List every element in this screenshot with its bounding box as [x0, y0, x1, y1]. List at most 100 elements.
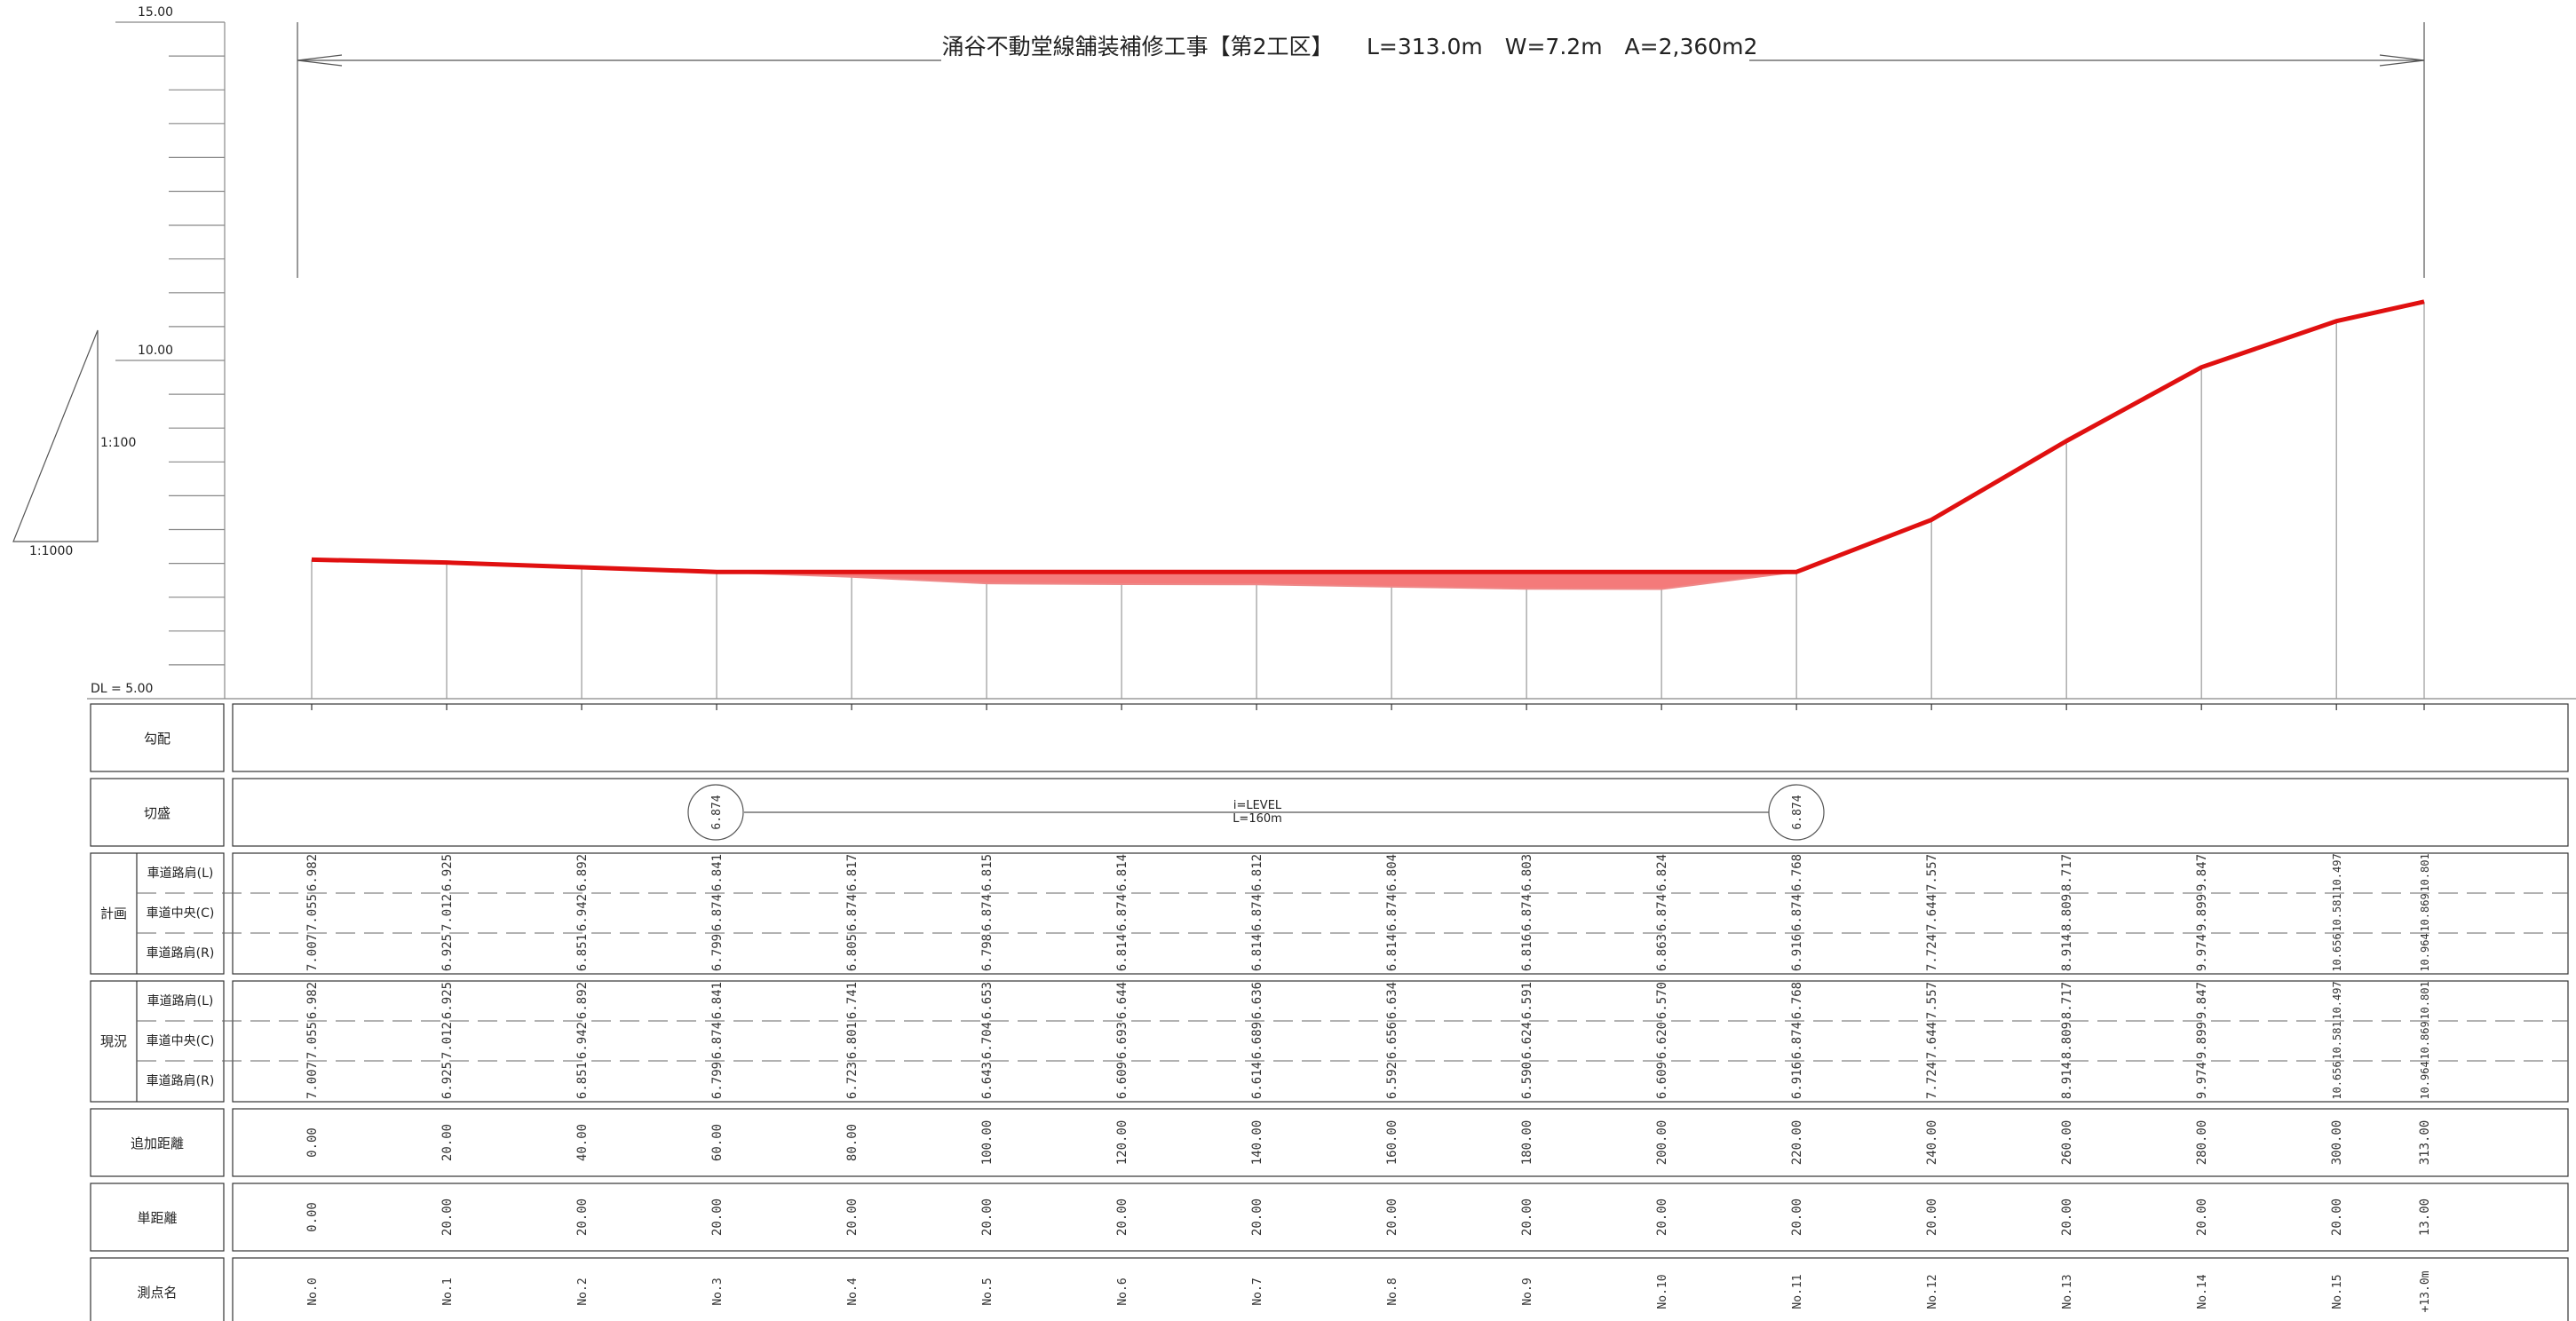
cum-dist-value: 280.00: [2195, 1120, 2209, 1166]
hdr-cutfill-box: [90, 778, 225, 847]
plan-c-value: 6.874: [845, 894, 860, 931]
cum-dist-value: 260.00: [2060, 1120, 2074, 1166]
plan-r-value: 7.007: [305, 934, 320, 971]
plan-l-value: 6.841: [710, 854, 725, 891]
plan-c-value: 6.874: [1655, 894, 1669, 931]
grade-label-length: L=160m: [1233, 812, 1282, 826]
existing-c-value: 7.012: [440, 1022, 455, 1059]
plan-r-value: 6.851: [575, 934, 590, 971]
table-values: 6.982 7.055 7.007 6.982 7.055 7.007 0.00 0.00 No…: [305, 704, 2432, 1312]
existing-ground-line: [311, 300, 2425, 590]
existing-c-value: 10.581: [2331, 1021, 2343, 1059]
station-drop-lines: [311, 301, 2425, 699]
plan-r-value: 6.805: [845, 934, 860, 971]
grade-label-slope: i=LEVEL: [1233, 799, 1282, 812]
plan-c-value: 6.874: [1385, 894, 1399, 931]
existing-c-value: 6.689: [1250, 1022, 1264, 1059]
station-name: No.1: [441, 1277, 455, 1305]
title-arrow-left: [297, 54, 343, 67]
existing-l-value: 6.982: [305, 982, 320, 1019]
single-dist-value: 20.00: [845, 1198, 860, 1236]
station-name: No.10: [1656, 1274, 1669, 1309]
existing-c-value: 7.644: [1925, 1022, 1939, 1059]
body-cutfill-box: [232, 778, 2569, 847]
existing-r-value: 10.964: [2419, 1061, 2431, 1099]
existing-l-value: 6.570: [1655, 982, 1669, 1019]
existing-c-value: 8.809: [2060, 1022, 2074, 1059]
single-dist-value: 20.00: [1790, 1198, 1804, 1236]
station-name: No.5: [981, 1277, 995, 1305]
existing-r-value: 6.643: [980, 1062, 995, 1099]
plan-r-value: 10.656: [2331, 933, 2343, 971]
hdr-plan: 計画: [100, 906, 127, 922]
title-arrow-right: [2379, 54, 2425, 67]
station-name: No.3: [711, 1277, 725, 1305]
plan-c-value: 7.055: [305, 894, 320, 931]
plan-r-value: 6.814: [1385, 934, 1399, 971]
grade-end-circle: [1768, 784, 1825, 841]
plan-c-value: 6.874: [1790, 894, 1804, 931]
plan-c-value: 10.869: [2419, 893, 2431, 931]
hdr-gradient-box: [90, 703, 225, 772]
cum-dist-value: 240.00: [1925, 1120, 1939, 1166]
hdr-station-box: [90, 1257, 225, 1321]
existing-r-value: 9.974: [2195, 1062, 2209, 1099]
plan-l-value: 6.982: [305, 854, 320, 891]
single-dist-value: 20.00: [2330, 1198, 2344, 1236]
cum-dist-value: 160.00: [1385, 1120, 1399, 1166]
plan-c-value: 6.874: [1250, 894, 1264, 931]
plan-l-value: 10.801: [2419, 853, 2431, 891]
existing-c-value: 6.656: [1385, 1022, 1399, 1059]
existing-c-value: 6.704: [980, 1022, 995, 1059]
station-name: No.12: [1926, 1274, 1939, 1309]
existing-c-value: 7.055: [305, 1022, 320, 1059]
station-name: No.7: [1251, 1277, 1264, 1305]
existing-r-value: 6.925: [440, 1062, 455, 1099]
existing-r-value: 6.592: [1385, 1062, 1399, 1099]
plan-r-value: 6.814: [1250, 934, 1264, 971]
ratio-triangle: [12, 329, 99, 542]
plan-l-value: 6.892: [575, 854, 590, 891]
hdr-singledist: 単距離: [137, 1210, 177, 1226]
plan-c-value: 7.012: [440, 894, 455, 931]
body-singledist-box: [232, 1183, 2569, 1252]
existing-c-value: 6.693: [1115, 1022, 1129, 1059]
hdr-singledist-box: [90, 1183, 225, 1252]
hdr-cumdist: 追加距離: [131, 1135, 184, 1151]
station-name: No.13: [2061, 1274, 2074, 1309]
existing-l-value: 6.925: [440, 982, 455, 1019]
grade-start-circle: [687, 784, 744, 841]
body-cumdist-box: [232, 1108, 2569, 1177]
station-name: No.8: [1386, 1277, 1399, 1305]
title-bg: [941, 34, 1749, 66]
single-dist-value: 20.00: [1925, 1198, 1939, 1236]
grade-end-value: 6.874: [1791, 795, 1804, 829]
plan-l-value: 6.925: [440, 854, 455, 891]
station-name: No.14: [2196, 1274, 2209, 1309]
cum-dist-value: 220.00: [1790, 1120, 1804, 1166]
plan-l-value: 6.817: [845, 854, 860, 891]
cum-dist-value: 120.00: [1115, 1120, 1129, 1166]
existing-c-value: 6.942: [575, 1022, 590, 1059]
plan-c-value: 6.874: [1520, 894, 1534, 931]
plan-r-value: 9.974: [2195, 934, 2209, 971]
single-dist-value: 20.00: [440, 1198, 455, 1236]
plan-r-value: 6.925: [440, 934, 455, 971]
existing-l-value: 6.653: [980, 982, 995, 1019]
cum-dist-value: 80.00: [845, 1124, 860, 1161]
existing-r-value: 6.851: [575, 1062, 590, 1099]
scale-label-datum: DL = 5.00: [91, 682, 153, 696]
existing-l-value: 6.636: [1250, 982, 1264, 1019]
plan-r-value: 10.964: [2419, 933, 2431, 971]
existing-l-value: 6.841: [710, 982, 725, 1019]
plan-c-value: 6.874: [1115, 894, 1129, 931]
plan-r-value: 6.863: [1655, 934, 1669, 971]
plan-c-value: 6.874: [710, 894, 725, 931]
hdr-plan-c: 車道中央(C): [147, 906, 215, 921]
plan-c-value: 10.581: [2331, 893, 2343, 931]
existing-c-value: 6.874: [710, 1022, 725, 1059]
existing-r-value: 6.723: [845, 1062, 860, 1099]
station-name: No.9: [1521, 1277, 1534, 1305]
vertical-scale: 15.00 10.00 DL = 5.00: [87, 5, 2576, 700]
